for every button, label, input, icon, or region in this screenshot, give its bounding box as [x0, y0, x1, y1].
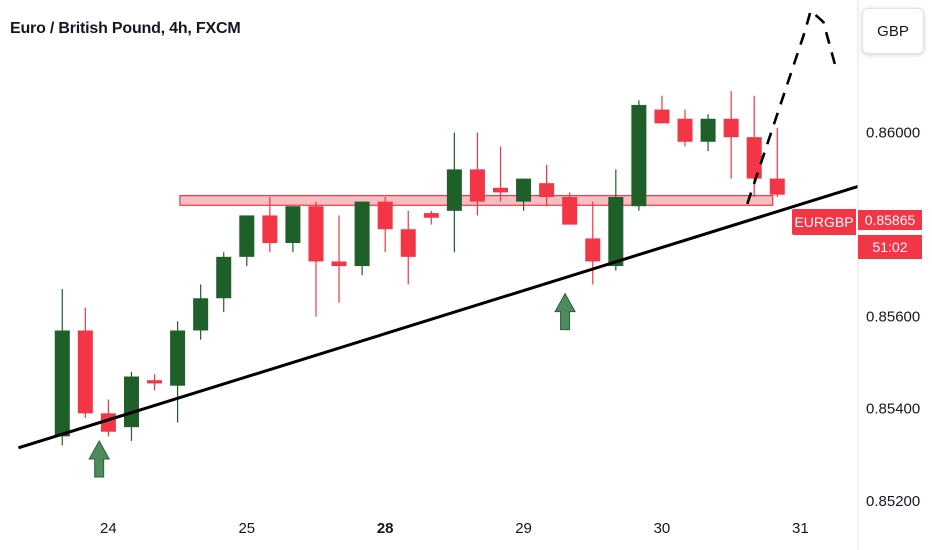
candle-body [700, 118, 716, 142]
chart-title: Euro / British Pound, 4h, FXCM [10, 20, 241, 37]
candle-body [585, 238, 601, 262]
countdown-tag: 51:02 [858, 235, 922, 259]
candle-body [677, 118, 693, 142]
candle-body [170, 330, 186, 386]
candle-body [193, 298, 209, 331]
y-tick-label: 0.85600 [866, 309, 920, 326]
candle-body [446, 169, 462, 211]
candle-body [654, 109, 670, 124]
x-tick-label: 30 [654, 520, 671, 537]
candle-body [285, 206, 301, 244]
y-tick-label: 0.85200 [866, 493, 920, 510]
candle-body [77, 330, 93, 414]
candle-body [539, 183, 555, 198]
candle-body [147, 380, 163, 384]
candle-body [631, 104, 647, 207]
y-tick-label: 0.85400 [866, 401, 920, 418]
currency-button[interactable]: GBP [862, 8, 924, 54]
projection-path [746, 8, 837, 205]
candle-body [469, 169, 485, 202]
last-price-tag: 0.85865 [858, 210, 922, 230]
candle-body [400, 229, 416, 257]
candle-body [54, 330, 70, 437]
candle-body [216, 256, 232, 299]
y-tick-label: 0.86000 [866, 125, 920, 142]
candle-body [239, 215, 255, 257]
x-tick-label: 28 [377, 520, 394, 537]
x-tick-label: 24 [100, 520, 117, 537]
candle-body [331, 261, 347, 267]
candle-body [423, 213, 439, 218]
candle-body [493, 187, 508, 193]
candle-body [746, 137, 762, 179]
symbol-tag: EURGBP [792, 209, 856, 235]
candle-body [769, 178, 785, 195]
candle-body [723, 118, 739, 138]
trendline [18, 184, 859, 450]
candle-body [377, 201, 393, 230]
up-arrow-icon [554, 292, 576, 331]
candle-body [262, 215, 278, 244]
candle-body [308, 206, 324, 262]
up-arrow-icon [88, 439, 111, 478]
candle-body [123, 376, 139, 428]
candle-body [608, 197, 624, 267]
candle-body [354, 201, 370, 267]
x-tick-label: 25 [238, 520, 255, 537]
x-tick-label: 29 [515, 520, 532, 537]
candle-body [562, 197, 578, 225]
x-tick-label: 31 [792, 520, 809, 537]
candle-body [516, 178, 532, 202]
